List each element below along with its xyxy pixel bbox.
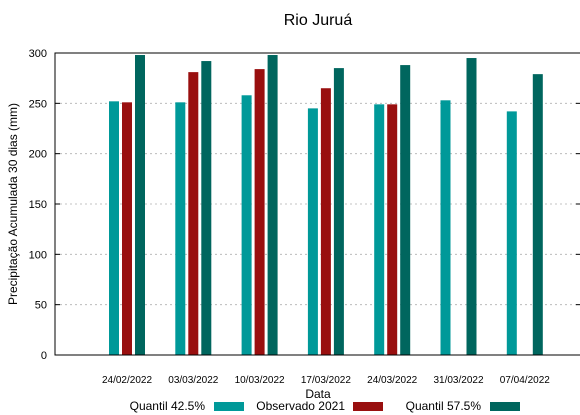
y-tick-label: 100 [29, 249, 47, 261]
y-tick-label: 50 [35, 300, 47, 312]
bar [387, 104, 398, 355]
x-axis-label: Data [305, 387, 331, 401]
legend-label: Observado 2021 [256, 399, 345, 413]
legend-swatch [353, 402, 383, 411]
bar [135, 55, 145, 355]
y-tick-label: 150 [29, 199, 47, 211]
bar [374, 104, 385, 355]
bar [466, 58, 477, 356]
bar [532, 74, 543, 355]
x-tick-label: 03/03/2022 [168, 375, 218, 386]
bar [241, 95, 252, 355]
y-axis-label: Precipitação Acumulada 30 dias (mm) [6, 103, 20, 305]
chart-title: Rio Juruá [284, 12, 353, 29]
y-tick-label: 0 [41, 350, 47, 362]
x-tick-label: 07/04/2022 [500, 375, 550, 386]
bar [188, 72, 199, 356]
x-tick-label: 17/03/2022 [301, 375, 351, 386]
bar [307, 108, 318, 355]
bar [506, 111, 517, 356]
y-tick-label: 200 [29, 149, 47, 161]
bar [440, 100, 451, 356]
bar [267, 55, 278, 355]
axes: 0 50 100 150 200 250 300 24/02/2022 03/03/2022 10… [29, 48, 580, 386]
bar [254, 69, 265, 356]
bar [201, 61, 212, 355]
bar [320, 88, 331, 355]
legend-label: Quantil 57.5% [406, 399, 482, 413]
legend: Quantil 42.5% Observado 2021 Quantil 57.5% [130, 399, 520, 413]
bars [109, 55, 543, 356]
legend-swatch [490, 402, 520, 411]
x-tick-label: 24/02/2022 [102, 375, 152, 386]
x-tick-label: 10/03/2022 [235, 375, 285, 386]
bar [122, 102, 132, 356]
y-tick-label: 250 [29, 98, 47, 110]
legend-swatch [214, 402, 244, 411]
bar [175, 102, 186, 356]
x-tick-label: 31/03/2022 [433, 375, 483, 386]
x-tick-label: 24/03/2022 [367, 375, 417, 386]
legend-label: Quantil 42.5% [130, 399, 206, 413]
bar [333, 68, 344, 355]
y-tick-label: 300 [29, 48, 47, 60]
bar [400, 65, 411, 355]
bar [109, 101, 119, 355]
